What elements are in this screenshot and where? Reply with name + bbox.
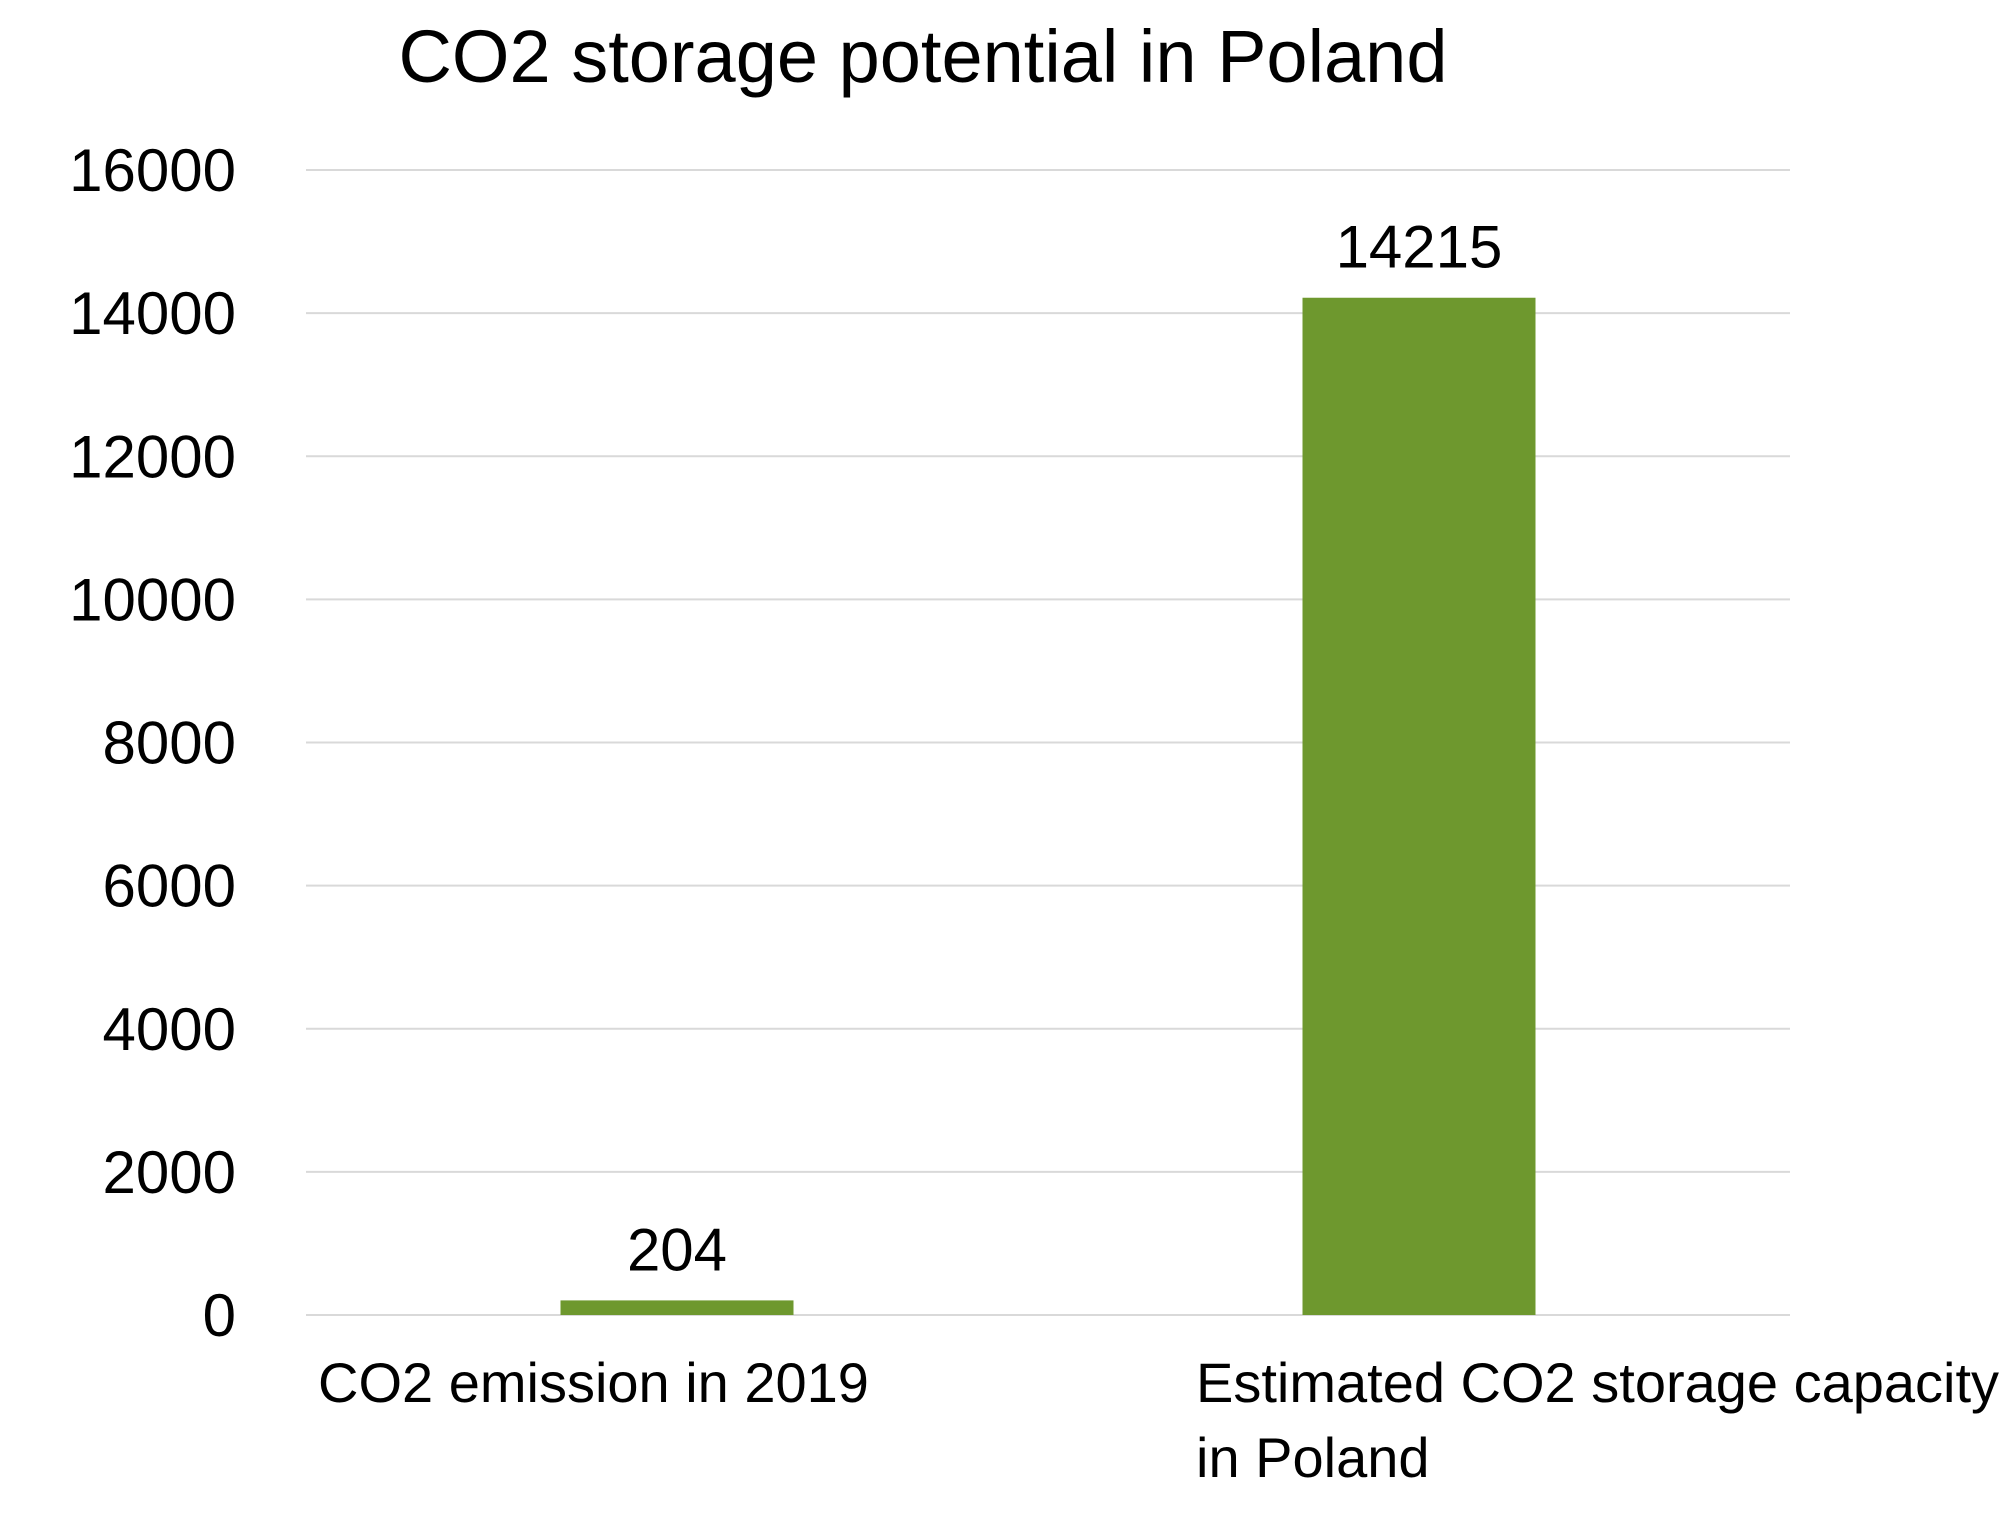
category-label: CO2 emission in 2019 xyxy=(318,1351,869,1414)
y-axis-ticks: 0 2000 4000 6000 8000 10000 12000 14000 16000 xyxy=(69,137,236,1349)
y-tick-label: 12000 xyxy=(69,423,236,490)
chart-title: CO2 storage potential in Poland xyxy=(398,15,1447,98)
y-tick-label: 10000 xyxy=(69,566,236,633)
category-label: in Poland xyxy=(1196,1426,1430,1489)
y-tick-label: 6000 xyxy=(103,853,236,920)
y-tick-label: 14000 xyxy=(69,280,236,347)
y-tick-label: 4000 xyxy=(103,996,236,1063)
data-labels: 204 14215 xyxy=(627,214,1502,1284)
y-tick-label: 16000 xyxy=(69,137,236,204)
y-tick-label: 2000 xyxy=(103,1139,236,1206)
bars xyxy=(560,297,1536,1315)
category-label: Estimated CO2 storage capacity xyxy=(1196,1351,1999,1414)
gridlines xyxy=(306,169,1790,1316)
x-axis-categories: CO2 emission in 2019 Estimated CO2 storag… xyxy=(318,1351,1999,1489)
data-label: 14215 xyxy=(1336,214,1503,281)
y-tick-label: 8000 xyxy=(103,710,236,777)
bar xyxy=(560,1300,794,1315)
bar xyxy=(1302,297,1536,1315)
data-label: 204 xyxy=(627,1216,727,1283)
y-tick-label: 0 xyxy=(203,1282,236,1349)
